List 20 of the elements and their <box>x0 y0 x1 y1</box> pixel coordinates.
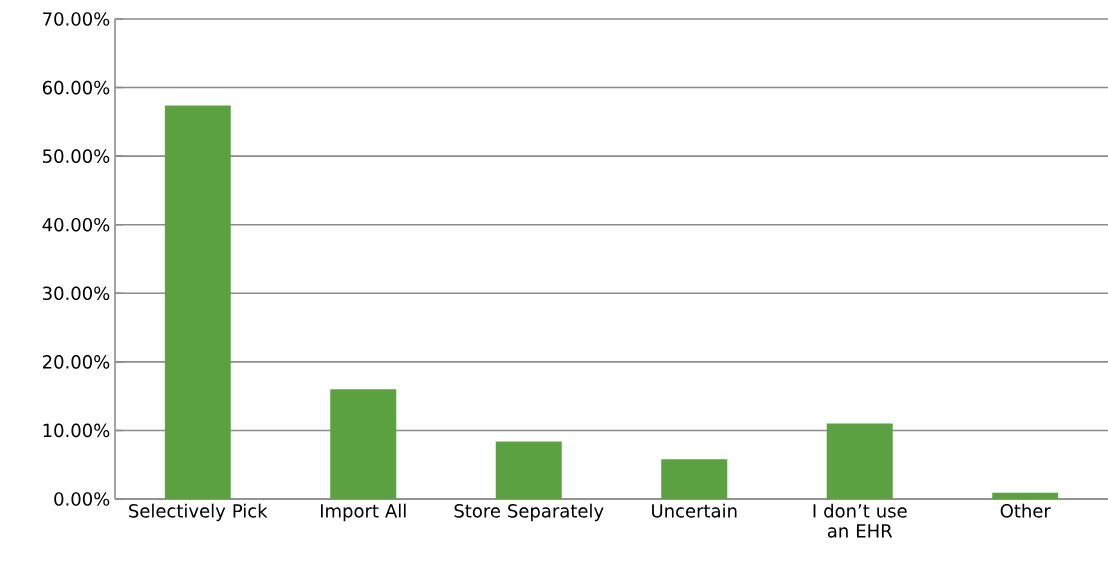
y-tick-label: 70.00% <box>43 12 110 26</box>
y-tick-label: 40.00% <box>42 217 110 232</box>
bar <box>495 441 562 499</box>
bar <box>164 105 231 499</box>
bar <box>826 423 893 499</box>
bar <box>992 492 1059 499</box>
x-tick-label: Selectively Pick <box>129 503 268 522</box>
y-tick-label: 0.00% <box>54 492 110 506</box>
bar <box>661 459 728 499</box>
x-tick-label: Store Separately <box>454 503 604 522</box>
x-tick-label: I don’t use an EHR <box>813 503 907 538</box>
y-tick-label: 20.00% <box>42 355 110 369</box>
x-tick-label: Uncertain <box>652 503 737 518</box>
x-tick-label: Other <box>1000 503 1051 518</box>
x-tick-label: Import All <box>321 503 406 522</box>
y-tick-label: 30.00% <box>43 286 110 301</box>
y-tick-label: 50.00% <box>43 149 110 163</box>
y-tick-label: 10.00% <box>43 423 110 438</box>
bar <box>330 389 397 499</box>
y-tick-label: 60.00% <box>42 80 110 95</box>
